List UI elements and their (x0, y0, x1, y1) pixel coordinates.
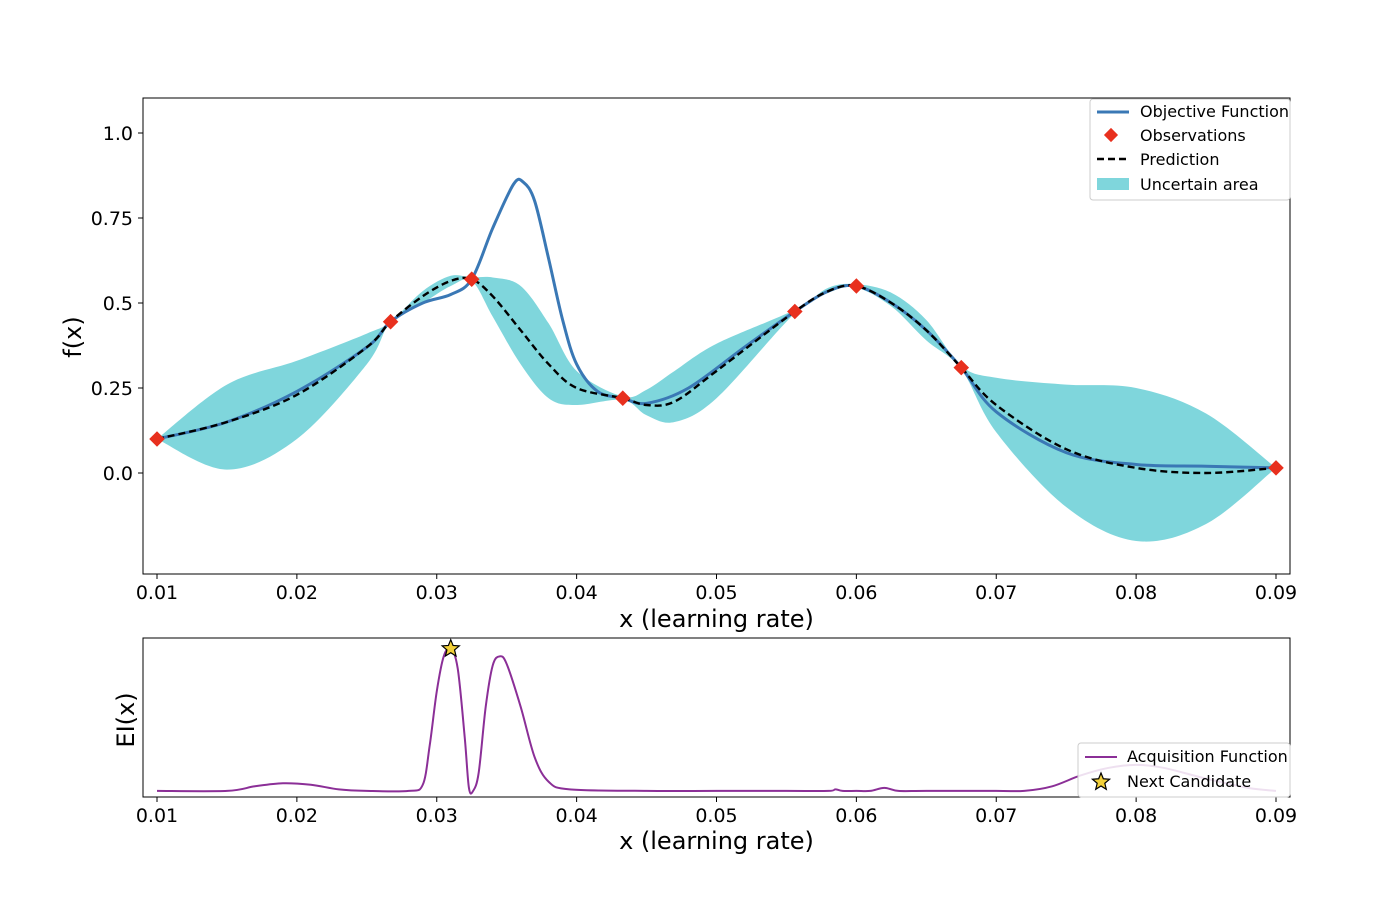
main-x-tick-label: 0.09 (1255, 582, 1297, 604)
legend-acquisition-label: Acquisition Function (1127, 747, 1288, 766)
acquisition-x-tick-label: 0.04 (555, 805, 597, 827)
main-y-ticks: 0.0 0.25 0.5 0.75 1.0 (91, 123, 143, 485)
legend-prediction-label: Prediction (1140, 150, 1219, 169)
main-y-tick-label: 0.5 (103, 293, 133, 315)
acquisition-x-tick-label: 0.09 (1255, 805, 1297, 827)
acquisition-x-tick-label: 0.08 (1115, 805, 1157, 827)
main-x-tick-label: 0.07 (975, 582, 1017, 604)
legend-next-candidate-label: Next Candidate (1127, 772, 1251, 791)
main-x-tick-label: 0.05 (695, 582, 737, 604)
main-y-tick-label: 0.75 (91, 208, 133, 230)
legend-observations-label: Observations (1140, 126, 1246, 145)
legend-uncertain-swatch (1097, 178, 1129, 190)
acquisition-x-tick-label: 0.01 (136, 805, 178, 827)
main-x-tick-label: 0.06 (835, 582, 877, 604)
acquisition-plot: 0.01 0.02 0.03 0.04 0.05 0.06 0.07 0.08 0.09 x (… (112, 637, 1297, 855)
acquisition-x-ticks: 0.01 0.02 0.03 0.04 0.05 0.06 0.07 0.08 0.09 (136, 797, 1297, 827)
legend-uncertain-label: Uncertain area (1140, 175, 1259, 194)
main-plot: 0.01 0.02 0.03 0.04 0.05 0.06 0.07 0.08 0.09 0.0… (59, 97, 1297, 633)
acquisition-x-tick-label: 0.05 (695, 805, 737, 827)
main-y-axis-label: f(x) (59, 316, 87, 357)
uncertain-area (157, 275, 1276, 542)
main-x-tick-label: 0.08 (1115, 582, 1157, 604)
legend-objective-label: Objective Function (1140, 102, 1289, 121)
main-x-tick-label: 0.04 (555, 582, 597, 604)
acquisition-x-tick-label: 0.06 (835, 805, 877, 827)
main-y-tick-label: 0.25 (91, 378, 133, 400)
acquisition-x-tick-label: 0.02 (276, 805, 318, 827)
acquisition-legend: Acquisition Function Next Candidate (1077, 742, 1291, 798)
main-x-axis-label: x (learning rate) (619, 605, 814, 633)
main-y-tick-label: 0.0 (103, 463, 133, 485)
main-x-ticks: 0.01 0.02 0.03 0.04 0.05 0.06 0.07 0.08 0.09 (136, 574, 1297, 604)
acquisition-function-line (156, 647, 1277, 795)
acquisition-x-tick-label: 0.03 (416, 805, 458, 827)
main-legend-box (1089, 98, 1291, 201)
main-x-tick-label: 0.03 (416, 582, 458, 604)
main-y-tick-label: 1.0 (103, 123, 133, 145)
main-x-tick-label: 0.01 (136, 582, 178, 604)
acquisition-y-axis-label: EI(x) (112, 692, 140, 747)
observation-marker (149, 431, 165, 447)
legend-observations-swatch (1103, 127, 1119, 143)
legend-next-candidate-swatch (1090, 771, 1112, 791)
main-legend: Objective Function Observations Predicti… (1089, 98, 1291, 201)
acquisition-x-axis-label: x (learning rate) (619, 827, 814, 855)
acquisition-legend-box (1077, 742, 1291, 798)
next-candidate-star (440, 638, 461, 658)
observation-marker (1268, 460, 1284, 476)
main-x-tick-label: 0.02 (276, 582, 318, 604)
acquisition-x-tick-label: 0.07 (975, 805, 1017, 827)
